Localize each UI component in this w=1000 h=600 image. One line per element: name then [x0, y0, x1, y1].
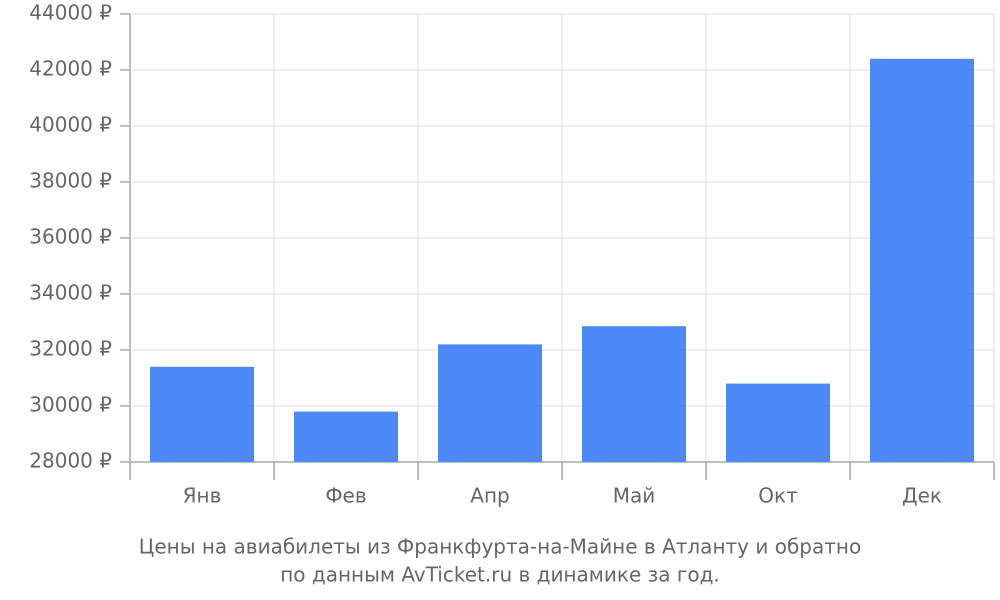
- x-tick-label: Апр: [470, 484, 509, 508]
- y-tick-label: 34000 ₽: [29, 281, 112, 305]
- bar: [726, 383, 830, 462]
- chart-title: по данным AvTicket.ru в динамике за год.: [280, 563, 720, 587]
- y-tick-label: 32000 ₽: [29, 337, 112, 361]
- x-tick-label: Окт: [758, 484, 798, 508]
- x-tick-label: Дек: [902, 484, 942, 508]
- y-tick-label: 28000 ₽: [29, 449, 112, 473]
- bar: [294, 411, 398, 462]
- y-tick-label: 30000 ₽: [29, 393, 112, 417]
- x-tick-label: Фев: [325, 484, 366, 508]
- bar: [582, 326, 686, 462]
- bar: [438, 344, 542, 462]
- bar: [150, 366, 254, 462]
- bar: [870, 58, 974, 463]
- y-tick-label: 40000 ₽: [29, 113, 112, 137]
- y-tick-label: 36000 ₽: [29, 225, 112, 249]
- y-tick-label: 42000 ₽: [29, 57, 112, 81]
- y-tick-label: 38000 ₽: [29, 169, 112, 193]
- x-tick-label: Май: [613, 484, 656, 508]
- chart-title: Цены на авиабилеты из Франкфурта-на-Майн…: [139, 535, 861, 559]
- y-tick-label: 44000 ₽: [29, 1, 112, 25]
- x-tick-label: Янв: [183, 484, 222, 508]
